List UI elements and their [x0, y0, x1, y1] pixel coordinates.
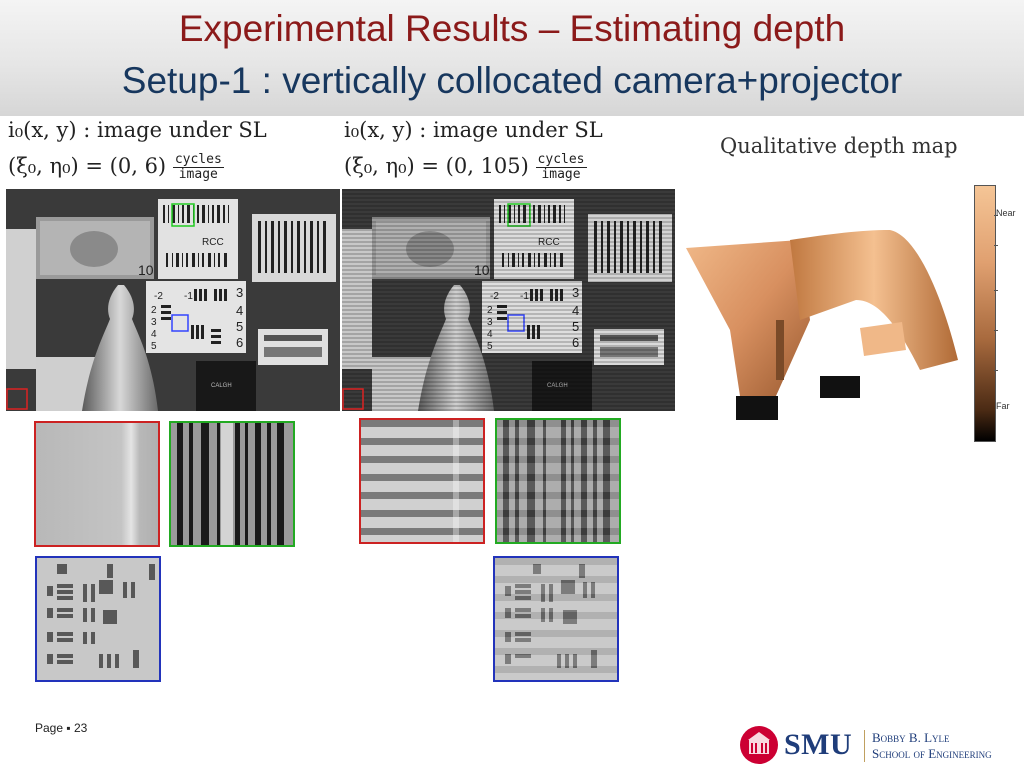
- chart-label-right-5: 5: [236, 319, 243, 334]
- left-caption-frequency: (ξ₀, η₀) = (0, 6) cycles image: [8, 153, 224, 182]
- crop-red-high-frequency: [359, 418, 485, 544]
- slide-subtitle: Setup-1 : vertically collocated camera+p…: [121, 60, 903, 101]
- rcc-label: RCC: [202, 237, 224, 248]
- colorbar-tick: [994, 330, 998, 331]
- left-frequency-unit: cycles image: [172, 152, 224, 182]
- left-frac-numerator: cycles: [172, 152, 224, 168]
- chart-label-right-6: 6: [236, 335, 243, 350]
- chart-label-right-3: 3: [236, 285, 243, 300]
- middle-frac-denominator: image: [541, 167, 581, 182]
- depth-map-surface: [686, 230, 958, 420]
- chart-label-right-4: 4: [236, 303, 243, 318]
- crop-blue-high-frequency: [493, 556, 619, 682]
- middle-frequency-value: (ξ₀, η₀) = (0, 105): [344, 154, 529, 178]
- colorbar-tick: [994, 215, 998, 216]
- scene-image-high-frequency: 10 RCC -2 -1 2 3 4: [342, 189, 675, 411]
- slide-title: Experimental Results – Estimating depth: [178, 8, 846, 49]
- slide-title-band: Experimental Results – Estimating depth …: [0, 0, 1024, 116]
- crop-green-low-frequency: [169, 421, 295, 547]
- box-label: CALGH: [211, 383, 232, 389]
- crop-blue-low-frequency: [35, 556, 161, 682]
- scene-image-low-frequency: 10 RCC -2 -1: [6, 189, 340, 411]
- depth-map-title: Qualitative depth map: [720, 134, 958, 158]
- left-caption-image-under-sl: i₀(x, y) : image under SL: [8, 118, 267, 142]
- logo-divider: [864, 730, 865, 762]
- colorbar-far-label: Far: [996, 401, 1010, 411]
- crop-green-high-frequency: [495, 418, 621, 544]
- left-frequency-value: (ξ₀, η₀) = (0, 6): [8, 154, 167, 178]
- chart-label-2: 2: [151, 305, 157, 316]
- colorbar-tick: [994, 245, 998, 246]
- chart-label-3: 3: [151, 317, 157, 328]
- middle-caption-image-under-sl: i₀(x, y) : image under SL: [344, 118, 603, 142]
- depth-colorbar: [974, 185, 996, 442]
- crop-red-low-frequency: [34, 421, 160, 547]
- colorbar-tick: [994, 290, 998, 291]
- middle-frac-numerator: cycles: [535, 152, 587, 168]
- bill-denomination: 10: [138, 262, 154, 278]
- chart-label-neg1: -1: [184, 291, 193, 302]
- smu-seal-icon: [740, 726, 778, 764]
- middle-frequency-unit: cycles image: [535, 152, 587, 182]
- chart-label-4: 4: [151, 329, 157, 340]
- school-name-line1: Bobby B. Lyle: [872, 730, 950, 745]
- school-name-line2: School of Engineering: [872, 746, 992, 761]
- chart-label-neg2: -2: [154, 291, 163, 302]
- smu-logo: SMU Bobby B. Lyle School of Engineering: [740, 724, 1020, 766]
- smu-wordmark: SMU: [784, 728, 853, 761]
- middle-caption-frequency: (ξ₀, η₀) = (0, 105) cycles image: [344, 153, 587, 182]
- page-number: Page ▪ 23: [35, 721, 88, 735]
- colorbar-near-label: Near: [996, 208, 1016, 218]
- colorbar-tick: [994, 370, 998, 371]
- chart-label-5: 5: [151, 341, 157, 352]
- left-frac-denominator: image: [178, 167, 218, 182]
